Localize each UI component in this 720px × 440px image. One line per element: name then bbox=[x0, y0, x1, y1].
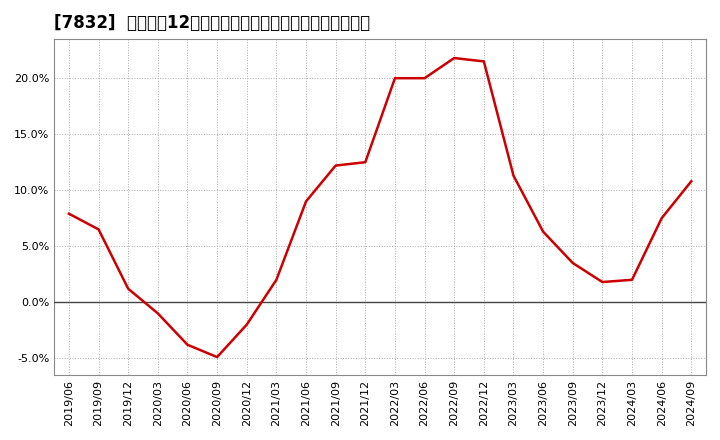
Text: [7832]  売上高の12か月移動合計の対前年同期増減率の推移: [7832] 売上高の12か月移動合計の対前年同期増減率の推移 bbox=[54, 14, 370, 32]
